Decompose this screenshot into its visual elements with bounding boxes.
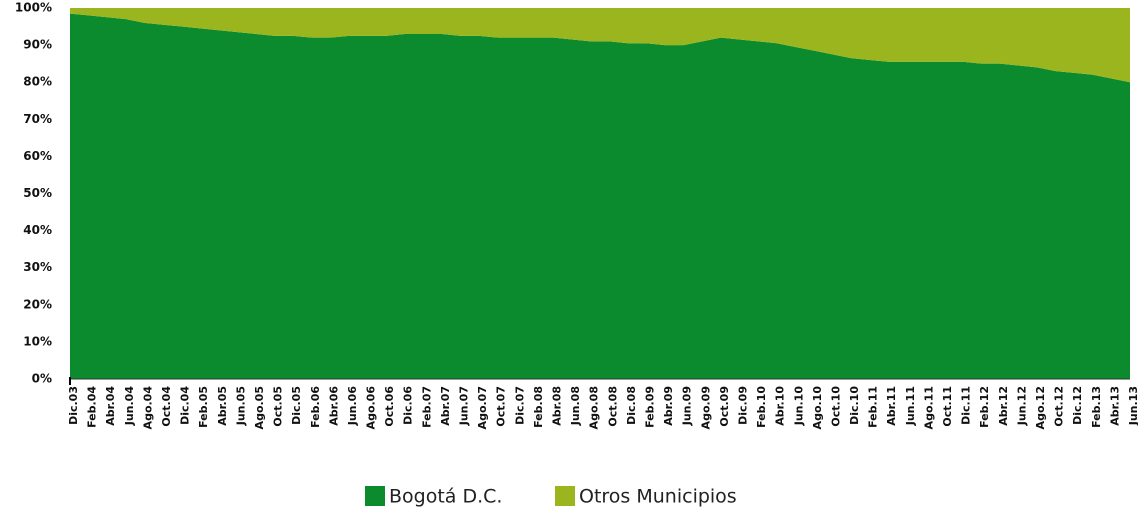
y-tick-label: 60% — [23, 149, 52, 163]
x-tick-label: Oct.06 — [383, 386, 396, 427]
x-tick-label: Dic.05 — [290, 386, 303, 425]
x-tick-label: Ago.11 — [922, 386, 935, 429]
x-tick-label: Dic.07 — [513, 386, 526, 425]
x-tick-label: Dic.03 — [67, 386, 80, 425]
x-tick-label: Dic.10 — [848, 386, 861, 425]
x-tick-label: Ago.09 — [699, 386, 712, 429]
x-tick-label: Feb.07 — [420, 386, 433, 428]
x-tick-label: Abr.04 — [104, 386, 117, 426]
x-tick-label: Jun.07 — [458, 386, 471, 426]
x-tick-label: Oct.10 — [829, 386, 842, 427]
x-tick-label: Jun.11 — [904, 386, 917, 426]
area — [70, 13, 1130, 379]
x-tick-label: Abr.12 — [997, 386, 1010, 426]
x-tick-label: Jun.05 — [234, 386, 247, 426]
x-tick-label: Dic.08 — [625, 386, 638, 425]
y-tick-label: 100% — [15, 1, 52, 15]
x-tick-label: Abr.05 — [216, 386, 229, 426]
x-tick-label: Jun.13 — [1127, 386, 1138, 426]
y-tick-label: 10% — [23, 334, 52, 348]
x-tick-label: Dic.09 — [736, 386, 749, 425]
x-tick-label: Oct.05 — [272, 386, 285, 427]
y-tick-label: 20% — [23, 297, 52, 311]
x-tick-label: Abr.08 — [551, 386, 564, 426]
legend-swatch — [365, 486, 385, 506]
x-tick-label: Jun.12 — [1015, 386, 1028, 426]
x-tick-label: Ago.10 — [811, 386, 824, 430]
x-tick-label: Oct.07 — [495, 386, 508, 427]
x-tick-label: Feb.09 — [643, 386, 656, 428]
x-tick-label: Abr.13 — [1108, 386, 1121, 426]
area — [70, 8, 1130, 83]
x-tick-label: Feb.13 — [1090, 386, 1103, 428]
x-tick-label: Oct.12 — [1053, 386, 1066, 427]
x-tick-label: Jun.08 — [569, 386, 582, 426]
legend-label: Otros Municipios — [579, 486, 737, 508]
x-tick-label: Dic.04 — [179, 386, 192, 425]
x-tick-label: Dic.11 — [960, 386, 973, 425]
y-tick-label: 80% — [23, 75, 52, 89]
x-tick-label: Dic.06 — [402, 386, 415, 425]
y-tick-label: 90% — [23, 38, 52, 52]
x-tick-label: Ago.07 — [476, 386, 489, 429]
x-tick-label: Feb.08 — [532, 386, 545, 428]
y-tick-label: 70% — [23, 112, 52, 126]
x-tick-label: Oct.08 — [606, 386, 619, 427]
x-tick-label: Feb.04 — [86, 386, 99, 428]
y-tick-label: 40% — [23, 223, 52, 237]
x-tick-label: Feb.12 — [978, 386, 991, 428]
x-tick-label: Abr.06 — [327, 386, 340, 426]
y-tick-label: 50% — [23, 186, 52, 200]
legend-label: Bogotá D.C. — [389, 486, 502, 508]
x-tick-label: Jun.10 — [792, 386, 805, 427]
x-tick-label: Jun.06 — [346, 386, 359, 427]
x-tick-label: Feb.10 — [755, 386, 768, 428]
x-tick-label: Ago.05 — [253, 386, 266, 429]
x-tick-label: Jun.04 — [123, 386, 136, 427]
x-tick-label: Oct.04 — [160, 386, 173, 427]
x-tick-label: Feb.06 — [309, 386, 322, 428]
x-tick-label: Ago.04 — [141, 386, 154, 430]
x-tick-label: Abr.07 — [439, 386, 452, 426]
x-tick-label: Jun.09 — [681, 386, 694, 426]
x-tick-label: Abr.09 — [662, 386, 675, 426]
x-tick-label: Ago.12 — [1034, 386, 1047, 429]
x-tick-label: Ago.06 — [365, 386, 378, 430]
x-tick-label: Feb.11 — [867, 386, 880, 428]
x-tick-label: Abr.10 — [774, 386, 787, 426]
x-tick-label: Feb.05 — [197, 386, 210, 428]
x-tick-label: Ago.08 — [588, 386, 601, 429]
x-tick-label: Oct.09 — [718, 386, 731, 427]
x-tick-label: Dic.12 — [1071, 386, 1084, 425]
y-tick-label: 30% — [23, 260, 52, 274]
x-tick-label: Oct.11 — [941, 386, 954, 427]
legend-swatch — [555, 486, 575, 506]
x-tick-label: Abr.11 — [885, 386, 898, 426]
y-tick-label: 0% — [32, 372, 52, 386]
